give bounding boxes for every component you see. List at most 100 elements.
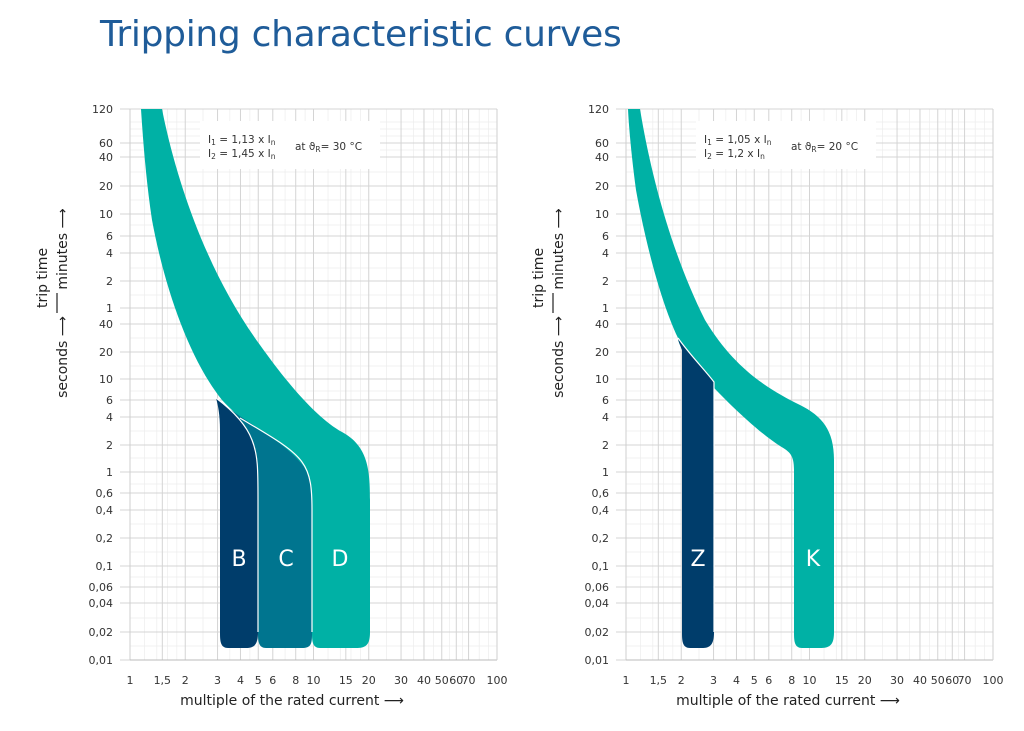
series-C-edge [239,417,313,632]
parameter-part: 2 [707,152,712,161]
series-B-edge [215,397,259,632]
parameter-part: I [208,148,211,160]
y-tick-label-minutes: 40 [99,151,113,164]
page-title: Tripping characteristic curves [100,14,622,55]
parameter-part: 1 [707,138,712,147]
parameter-part: n [760,152,765,161]
condition-post: = 30 °C [321,141,362,153]
y-tick-label-seconds: 0,4 [96,504,114,517]
y-tick-label-seconds: 0,2 [96,532,114,545]
x-tick-label: 6 [765,674,772,687]
x-tick-label: 1,5 [154,674,172,687]
parameter-line: I1 = 1,13 x In [208,134,276,147]
x-tick-label: 100 [983,674,1004,687]
x-axis-label: multiple of the rated current ⟶ [676,693,900,709]
y-tick-label-seconds: 0,6 [592,487,610,500]
y-tick-label-minutes: 40 [595,151,609,164]
parameter-part: = 1,2 x I [712,148,760,160]
condition-pre: at ϑ [295,141,315,153]
x-tick-label: 20 [858,674,872,687]
y-tick-label-minutes: 2 [602,275,609,288]
x-tick-label: 1 [127,674,134,687]
y-axis-label-trip-time: trip time [531,248,547,308]
x-tick-label: 1,5 [650,674,668,687]
y-tick-label-seconds: 10 [595,373,609,386]
y-tick-label-minutes: 4 [106,247,113,260]
x-tick-label: 50 [435,674,449,687]
parameter-part: = 1,05 x I [712,134,767,146]
x-tick-label: 40 [417,674,431,687]
x-tick-label: 10 [307,674,321,687]
y-tick-label-seconds: 10 [99,373,113,386]
x-tick-label: 3 [710,674,717,687]
parameter-part: = 1,45 x I [216,148,271,160]
y-tick-label-seconds: 2 [106,439,113,452]
y-tick-label-seconds: 0,1 [96,560,114,573]
parameter-part: n [767,138,772,147]
y-tick-label-seconds: 0,02 [585,626,610,639]
parameter-part: I [208,134,211,146]
series-C-band [216,398,312,648]
y-axis-label-minutes: minutes ⟶ [55,208,71,289]
x-tick-label: 30 [890,674,904,687]
y-tick-label-seconds: 40 [595,318,609,331]
y-tick-label-seconds: 4 [106,411,113,424]
y-tick-label-seconds: 0,2 [592,532,610,545]
x-tick-label: 2 [678,674,685,687]
x-tick-label: 2 [182,674,189,687]
y-tick-label-seconds: 0,04 [585,597,610,610]
y-tick-label-seconds: 20 [595,346,609,359]
y-tick-label-seconds: 0,1 [592,560,610,573]
series-label: K [806,547,821,572]
condition-sub: R [811,145,816,154]
y-tick-label-minutes: 2 [106,275,113,288]
x-tick-label: 8 [788,674,795,687]
condition-text: at ϑR= 20 °C [791,141,858,154]
parameter-part: n [271,138,276,147]
y-tick-label-minutes: 120 [92,103,113,116]
series-Z-edge [677,337,715,632]
x-tick-label: 100 [487,674,508,687]
condition-pre: at ϑ [791,141,811,153]
condition-text: at ϑR= 30 °C [295,141,362,154]
y-tick-label-seconds: 1 [106,466,113,479]
y-tick-label-seconds: 40 [99,318,113,331]
y-tick-label-seconds: 0,06 [585,581,610,594]
parameter-box [696,121,876,169]
parameter-line: I2 = 1,45 x In [208,148,276,161]
x-tick-label: 30 [394,674,408,687]
y-tick-label-seconds: 0,04 [89,597,114,610]
x-tick-label: 3 [214,674,221,687]
parameter-part: = 1,13 x I [216,134,271,146]
x-tick-label: 70 [958,674,972,687]
x-tick-label: 70 [462,674,476,687]
series-label: D [332,547,349,572]
y-tick-label-minutes: 10 [99,208,113,221]
y-tick-label-seconds: 0,02 [89,626,114,639]
parameter-part: n [271,152,276,161]
series-K-band [628,109,834,648]
x-tick-label: 60 [449,674,463,687]
x-tick-label: 4 [237,674,244,687]
x-tick-label: 15 [835,674,849,687]
x-tick-label: 8 [292,674,299,687]
x-tick-label: 50 [931,674,945,687]
y-axis-label-seconds: seconds ⟶ [551,316,567,398]
y-tick-label-seconds: 6 [602,394,609,407]
y-tick-label-minutes: 10 [595,208,609,221]
series-B-band [216,398,258,648]
y-tick-label-seconds: 0,06 [89,581,114,594]
parameter-line: I1 = 1,05 x In [704,134,772,147]
y-tick-label-seconds: 0,01 [89,654,114,667]
y-tick-label-minutes: 6 [106,230,113,243]
x-tick-label: 10 [803,674,817,687]
condition-post: = 20 °C [817,141,858,153]
y-tick-label-minutes: 4 [602,247,609,260]
series-D-band [141,109,370,648]
y-tick-label-seconds: 1 [602,466,609,479]
series-Z-band [678,338,714,648]
y-tick-label-minutes: 60 [99,137,113,150]
parameter-line: I2 = 1,2 x In [704,148,765,161]
